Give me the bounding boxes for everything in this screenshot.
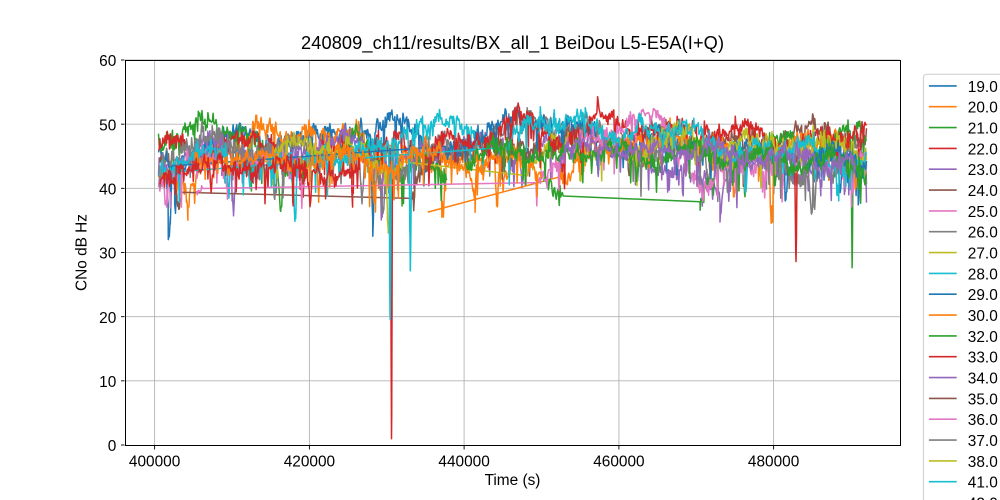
svg-text:26.0: 26.0	[968, 225, 998, 242]
svg-text:37.0: 37.0	[968, 433, 998, 450]
svg-text:440000: 440000	[438, 453, 489, 470]
svg-text:36.0: 36.0	[968, 412, 998, 429]
svg-text:20.0: 20.0	[968, 100, 998, 117]
svg-text:24.0: 24.0	[968, 183, 998, 200]
svg-text:400000: 400000	[129, 453, 180, 470]
svg-text:30: 30	[99, 246, 116, 263]
svg-text:32.0: 32.0	[968, 329, 998, 346]
svg-text:Time (s): Time (s)	[485, 472, 541, 489]
svg-text:29.0: 29.0	[968, 287, 998, 304]
svg-text:460000: 460000	[593, 453, 644, 470]
svg-text:40: 40	[99, 182, 116, 199]
svg-text:23.0: 23.0	[968, 162, 998, 179]
svg-text:25.0: 25.0	[968, 204, 998, 221]
svg-text:22.0: 22.0	[968, 141, 998, 158]
svg-text:41.0: 41.0	[968, 475, 998, 492]
svg-text:21.0: 21.0	[968, 121, 998, 138]
svg-text:35.0: 35.0	[968, 391, 998, 408]
svg-text:30.0: 30.0	[968, 308, 998, 325]
svg-text:20: 20	[99, 310, 116, 327]
svg-text:50: 50	[99, 117, 116, 134]
svg-text:19.0: 19.0	[968, 79, 998, 96]
svg-text:420000: 420000	[284, 453, 335, 470]
svg-text:33.0: 33.0	[968, 350, 998, 367]
svg-text:60: 60	[99, 53, 116, 70]
svg-text:240809_ch11/results/BX_all_1 B: 240809_ch11/results/BX_all_1 BeiDou L5-E…	[301, 33, 724, 54]
svg-text:38.0: 38.0	[968, 454, 998, 471]
svg-text:10: 10	[99, 374, 116, 391]
svg-text:CNo dB Hz: CNo dB Hz	[74, 214, 91, 291]
svg-text:42.0: 42.0	[968, 496, 998, 500]
svg-text:480000: 480000	[748, 453, 799, 470]
svg-text:34.0: 34.0	[968, 371, 998, 388]
svg-text:27.0: 27.0	[968, 246, 998, 263]
svg-text:28.0: 28.0	[968, 266, 998, 283]
svg-text:0: 0	[108, 438, 117, 455]
